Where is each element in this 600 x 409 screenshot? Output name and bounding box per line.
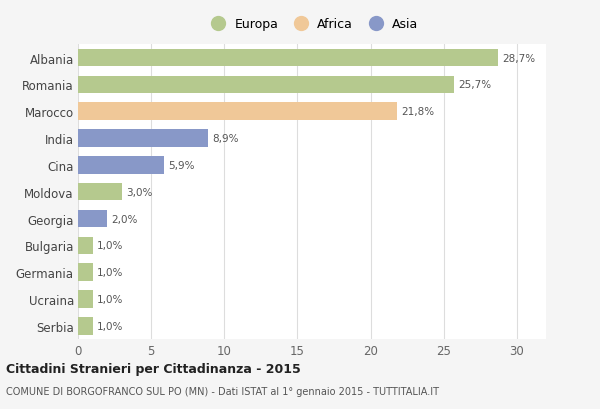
Bar	[78, 157, 164, 174]
Bar	[78, 184, 122, 201]
Bar	[78, 210, 107, 228]
Bar	[78, 264, 92, 281]
Text: 1,0%: 1,0%	[97, 294, 124, 304]
Bar	[78, 237, 92, 254]
Text: 28,7%: 28,7%	[502, 54, 535, 63]
Legend: Europa, Africa, Asia: Europa, Africa, Asia	[201, 13, 423, 36]
Bar	[78, 291, 92, 308]
Text: 3,0%: 3,0%	[126, 187, 152, 197]
Text: 2,0%: 2,0%	[112, 214, 138, 224]
Text: Cittadini Stranieri per Cittadinanza - 2015: Cittadini Stranieri per Cittadinanza - 2…	[6, 362, 301, 375]
Text: 21,8%: 21,8%	[401, 107, 434, 117]
Text: 1,0%: 1,0%	[97, 267, 124, 278]
Text: 1,0%: 1,0%	[97, 241, 124, 251]
Text: 5,9%: 5,9%	[169, 160, 195, 171]
Bar	[78, 103, 397, 121]
Text: 1,0%: 1,0%	[97, 321, 124, 331]
Bar	[78, 130, 208, 147]
Bar	[78, 317, 92, 335]
Text: 8,9%: 8,9%	[212, 134, 239, 144]
Bar	[78, 76, 454, 94]
Bar	[78, 49, 498, 67]
Text: COMUNE DI BORGOFRANCO SUL PO (MN) - Dati ISTAT al 1° gennaio 2015 - TUTTITALIA.I: COMUNE DI BORGOFRANCO SUL PO (MN) - Dati…	[6, 387, 439, 396]
Text: 25,7%: 25,7%	[458, 80, 491, 90]
